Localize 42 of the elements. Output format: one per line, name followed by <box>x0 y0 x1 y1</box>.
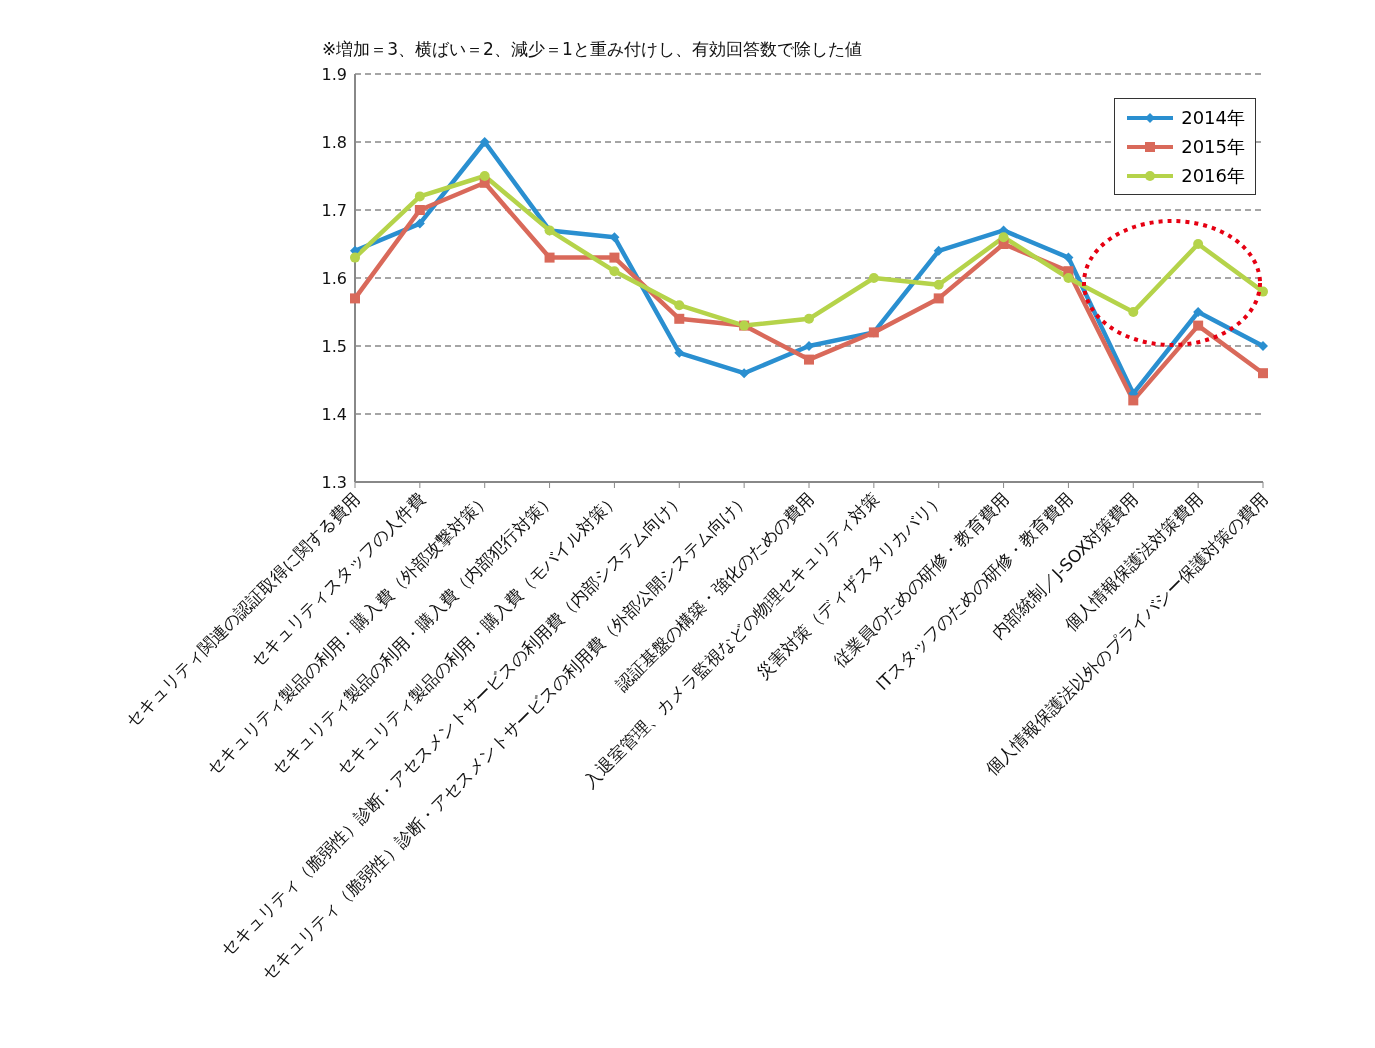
point <box>1193 239 1204 249</box>
legend-label: 2014年 <box>1181 105 1245 130</box>
point <box>350 293 360 304</box>
point <box>674 347 685 358</box>
point <box>1258 341 1268 351</box>
point <box>868 273 879 283</box>
point <box>804 341 814 351</box>
point <box>414 218 425 229</box>
point <box>479 137 490 147</box>
y-tick-label: 1.7 <box>321 200 347 220</box>
point <box>1258 368 1268 379</box>
point <box>609 266 620 277</box>
point <box>1063 273 1074 283</box>
point <box>414 191 425 202</box>
point <box>1128 395 1139 406</box>
point <box>350 252 360 263</box>
legend-label: 2016年 <box>1181 163 1245 188</box>
text: ※増加＝3、横ばい＝2、減少＝1と重み付けし、有効回答数で除した値 <box>322 39 862 59</box>
point <box>739 368 750 379</box>
point <box>544 252 555 263</box>
point <box>674 313 685 324</box>
point <box>1193 307 1204 317</box>
point <box>609 252 620 263</box>
point <box>804 313 814 324</box>
y-tick-label: 1.6 <box>321 268 347 288</box>
y-tick-label: 1.5 <box>321 336 347 356</box>
point <box>804 354 814 365</box>
point <box>1193 320 1204 331</box>
point <box>674 300 685 311</box>
y-tick-label: 1.8 <box>321 132 347 152</box>
point <box>933 293 944 304</box>
point <box>933 279 944 290</box>
y-tick-label: 1.9 <box>321 64 347 84</box>
point <box>479 171 490 181</box>
point <box>1128 307 1139 317</box>
y-tick-label: 1.3 <box>321 472 347 492</box>
point <box>1063 252 1074 263</box>
point <box>414 205 425 215</box>
legend-label: 2015年 <box>1181 134 1245 159</box>
point <box>933 245 944 256</box>
point <box>998 232 1009 243</box>
y-tick-label: 1.4 <box>321 404 347 424</box>
